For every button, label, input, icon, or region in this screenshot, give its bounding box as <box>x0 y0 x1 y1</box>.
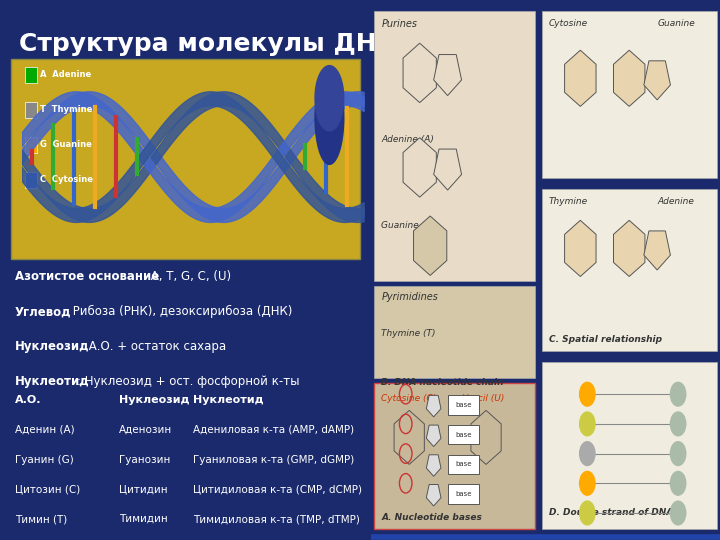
Polygon shape <box>433 149 462 190</box>
Polygon shape <box>613 50 645 106</box>
Polygon shape <box>413 216 447 275</box>
Circle shape <box>670 382 685 406</box>
Bar <box>448 425 479 444</box>
Text: C  Cytosine: C Cytosine <box>40 176 94 185</box>
FancyBboxPatch shape <box>374 286 535 378</box>
Bar <box>25 67 37 83</box>
Polygon shape <box>426 425 441 447</box>
Text: : А, Т, G, С, (U): : А, Т, G, С, (U) <box>143 270 231 283</box>
Text: A. Nucleotide bases: A. Nucleotide bases <box>382 513 482 522</box>
Text: : Рибоза (РНК), дезоксирибоза (ДНК): : Рибоза (РНК), дезоксирибоза (ДНК) <box>65 305 292 318</box>
Text: Adenine: Adenine <box>657 197 694 206</box>
Circle shape <box>580 442 595 465</box>
Text: base: base <box>455 402 472 408</box>
Circle shape <box>580 501 595 525</box>
Text: base: base <box>455 491 472 497</box>
Polygon shape <box>644 231 670 270</box>
Polygon shape <box>394 410 424 464</box>
FancyBboxPatch shape <box>11 59 360 259</box>
Text: Цитозин (С): Цитозин (С) <box>15 484 80 495</box>
Text: Adenine (A): Adenine (A) <box>382 135 434 144</box>
Text: Цитидин: Цитидин <box>119 484 167 495</box>
Circle shape <box>670 471 685 495</box>
Polygon shape <box>315 71 343 164</box>
Polygon shape <box>403 138 436 197</box>
Text: Cytosine (C): Cytosine (C) <box>382 394 436 403</box>
FancyBboxPatch shape <box>542 362 716 529</box>
Text: B. DNA nucleotide chain: B. DNA nucleotide chain <box>382 378 504 387</box>
Polygon shape <box>613 220 645 276</box>
Text: : А.О. + остаток сахара: : А.О. + остаток сахара <box>81 340 226 353</box>
Polygon shape <box>403 43 436 103</box>
Text: Guanine: Guanine <box>657 19 695 28</box>
Text: Тимидиловая к-та (TMP, dTMP): Тимидиловая к-та (TMP, dTMP) <box>193 514 360 524</box>
FancyBboxPatch shape <box>542 11 716 178</box>
Text: A  Adenine: A Adenine <box>40 70 91 79</box>
Text: Нуклеозид: Нуклеозид <box>119 395 189 406</box>
Polygon shape <box>471 410 501 464</box>
Text: Purines: Purines <box>382 19 418 29</box>
Polygon shape <box>564 50 596 106</box>
Circle shape <box>670 442 685 465</box>
Bar <box>448 455 479 474</box>
Text: G  Guanine: G Guanine <box>40 140 92 150</box>
Circle shape <box>670 412 685 436</box>
Text: Тимин (Т): Тимин (Т) <box>15 514 67 524</box>
Text: Цитидиловая к-та (CMP, dCMP): Цитидиловая к-та (CMP, dCMP) <box>193 484 362 495</box>
Text: Гуанин (G): Гуанин (G) <box>15 455 73 465</box>
Polygon shape <box>644 61 670 100</box>
Text: А.О.: А.О. <box>15 395 41 406</box>
Text: Pyrimidines: Pyrimidines <box>382 292 438 302</box>
Text: Адениловая к-та (AMP, dAMP): Адениловая к-та (AMP, dAMP) <box>193 425 354 435</box>
FancyBboxPatch shape <box>374 11 535 281</box>
Polygon shape <box>433 55 462 96</box>
Text: Структура молекулы ДНК: Структура молекулы ДНК <box>19 32 397 56</box>
Polygon shape <box>426 395 441 417</box>
Text: Аденозин: Аденозин <box>119 425 172 435</box>
Polygon shape <box>564 220 596 276</box>
Text: Азотистое основание: Азотистое основание <box>15 270 159 283</box>
Text: Углевод: Углевод <box>15 305 71 318</box>
Bar <box>25 102 37 118</box>
FancyBboxPatch shape <box>542 189 716 351</box>
Bar <box>448 484 479 504</box>
Text: Нуклеотид: Нуклеотид <box>193 395 264 406</box>
Bar <box>25 172 37 188</box>
Text: Thymine (T): Thymine (T) <box>382 329 436 339</box>
Polygon shape <box>426 455 441 476</box>
FancyBboxPatch shape <box>374 383 535 529</box>
Circle shape <box>670 501 685 525</box>
Text: D. Double strand of DNA: D. Double strand of DNA <box>549 508 673 517</box>
Polygon shape <box>315 66 343 131</box>
Bar <box>25 137 37 153</box>
Text: Guanine (G): Guanine (G) <box>382 221 436 231</box>
Text: base: base <box>455 461 472 468</box>
Circle shape <box>580 382 595 406</box>
Text: Нуклеотид: Нуклеотид <box>15 375 89 388</box>
Text: Гуанозин: Гуанозин <box>119 455 170 465</box>
Circle shape <box>580 412 595 436</box>
Text: T  Thymine: T Thymine <box>40 105 93 114</box>
Text: base: base <box>455 431 472 438</box>
Text: Нуклеозид: Нуклеозид <box>15 340 89 353</box>
Text: : Нуклеозид + ост. фосфорной к-ты: : Нуклеозид + ост. фосфорной к-ты <box>77 375 300 388</box>
Bar <box>448 395 479 415</box>
Text: Гуаниловая к-та (GMP, dGMP): Гуаниловая к-та (GMP, dGMP) <box>193 455 354 465</box>
Circle shape <box>580 471 595 495</box>
Polygon shape <box>426 484 441 506</box>
Text: Тимидин: Тимидин <box>119 514 168 524</box>
Text: Аденин (А): Аденин (А) <box>15 425 74 435</box>
Text: Uracil (U): Uracil (U) <box>462 394 504 403</box>
Text: C. Spatial relationship: C. Spatial relationship <box>549 335 662 344</box>
Text: Thymine: Thymine <box>549 197 588 206</box>
Text: Cytosine: Cytosine <box>549 19 588 28</box>
